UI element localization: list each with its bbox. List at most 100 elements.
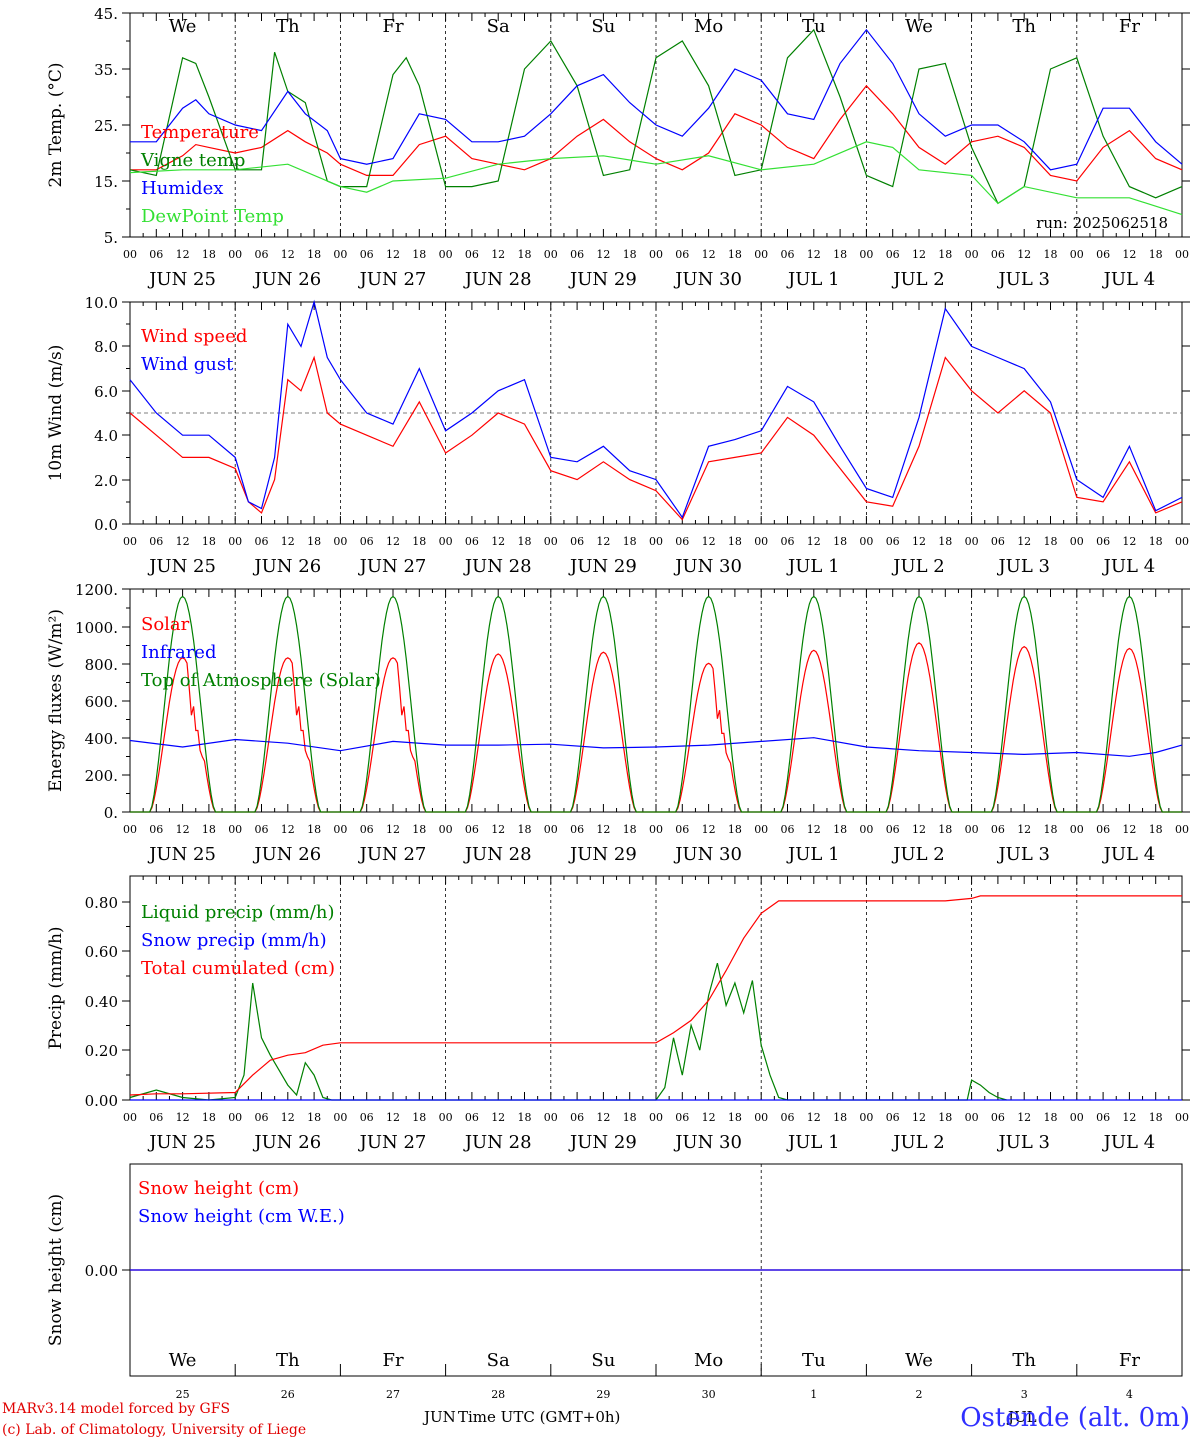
hour-label: 00	[544, 248, 558, 261]
hour-label: 18	[623, 823, 637, 836]
date-label: JUN 26	[252, 269, 321, 290]
hour-label: 12	[596, 535, 610, 548]
hour-label: 12	[596, 823, 610, 836]
series-line-top-of-atmosphere-solar-	[130, 595, 1182, 813]
hour-label: 12	[491, 535, 505, 548]
date-label: JUN 28	[463, 556, 532, 577]
hour-label: 12	[912, 248, 926, 261]
hour-label: 06	[991, 248, 1005, 261]
series-line-wind-speed	[129, 355, 1183, 521]
hour-label: 00	[1070, 823, 1084, 836]
hour-label: 00	[649, 535, 663, 548]
hour-label: 06	[1096, 823, 1110, 836]
hour-label: 06	[360, 1111, 374, 1124]
day-name: We	[905, 1350, 933, 1371]
hour-label: 06	[1096, 248, 1110, 261]
hour-label: 00	[439, 248, 453, 261]
hour-label: 00	[965, 1111, 979, 1124]
month-label-jul: JUL	[1006, 1408, 1037, 1426]
hour-label: 12	[807, 248, 821, 261]
y-tick-label: 8.0	[94, 338, 118, 356]
hour-label: 00	[1070, 1111, 1084, 1124]
hour-label: 18	[623, 248, 637, 261]
hour-label: 06	[360, 248, 374, 261]
hour-label: 18	[938, 823, 952, 836]
date-label: JUL 3	[996, 556, 1050, 577]
lab-credit: (c) Lab. of Climatology, University of L…	[2, 1422, 306, 1438]
hour-label: 12	[1017, 823, 1031, 836]
hour-label: 12	[702, 535, 716, 548]
day-name: Sa	[487, 16, 510, 37]
y-tick-label: 0.60	[85, 943, 118, 961]
y-tick-label: 4.0	[94, 427, 118, 445]
hour-label: 12	[281, 823, 295, 836]
hour-label: 12	[1017, 535, 1031, 548]
hour-label: 06	[255, 535, 269, 548]
y-tick-label: 0.	[104, 804, 118, 822]
hour-label: 00	[754, 823, 768, 836]
day-name: Tu	[802, 1350, 826, 1371]
legend-entry: Vigne temp	[140, 150, 245, 171]
hour-label: 18	[728, 535, 742, 548]
hour-label: 06	[675, 1111, 689, 1124]
panel-4: 0.80 0.60 0.40 0.20 0.00 Precip (mm/h) 00 06 12 1…	[46, 875, 1190, 1153]
date-label: JUL 3	[996, 1132, 1050, 1153]
panel-1: 45. 35. 25. 15. 5. 2m Temp. (°C) 00 06 12 18 00 06 1…	[46, 5, 1190, 290]
hour-label: 18	[833, 1111, 847, 1124]
hour-label: 12	[386, 248, 400, 261]
hour-label: 06	[255, 1111, 269, 1124]
legend-entry: DewPoint Temp	[141, 206, 284, 227]
date-label: JUN 28	[463, 1132, 532, 1153]
y-axis-label: Energy fluxes (W/m²)	[46, 609, 66, 792]
y-tick-label: 2.0	[94, 472, 118, 490]
hour-label: 12	[491, 1111, 505, 1124]
date-label: JUL 2	[891, 1132, 945, 1153]
day-name: Th	[276, 1350, 300, 1371]
hour-label: 18	[623, 1111, 637, 1124]
hour-label: 06	[360, 535, 374, 548]
hour-label: 12	[702, 823, 716, 836]
hour-label: 00	[1070, 535, 1084, 548]
legend-entry: Snow height (cm)	[138, 1178, 299, 1199]
hour-label: 18	[518, 535, 532, 548]
hour-label: 00	[1175, 823, 1189, 836]
hour-label: 00	[859, 823, 873, 836]
legend-entry: Top of Atmosphere (Solar)	[141, 670, 381, 691]
hour-label: 12	[176, 823, 190, 836]
date-label: JUL 1	[786, 269, 840, 290]
hour-label: 12	[702, 1111, 716, 1124]
station-title: Ostende (alt. 0m)	[960, 1403, 1190, 1433]
date-label: JUL 1	[786, 844, 840, 865]
day-number: 1	[810, 1388, 817, 1401]
hour-label: 06	[886, 248, 900, 261]
hour-label: 00	[228, 1111, 242, 1124]
date-label: JUN 30	[673, 556, 742, 577]
day-name: Su	[591, 1350, 615, 1371]
hour-label: 18	[412, 1111, 426, 1124]
hour-label: 12	[596, 248, 610, 261]
day-number: 26	[281, 1388, 295, 1401]
hour-label: 00	[123, 823, 137, 836]
hour-label: 18	[1149, 823, 1163, 836]
hour-label: 00	[754, 535, 768, 548]
hour-label: 18	[307, 248, 321, 261]
y-tick-label: 25.	[94, 117, 118, 135]
day-name: Mo	[694, 16, 723, 37]
hour-label: 12	[912, 535, 926, 548]
date-label: JUN 26	[252, 844, 321, 865]
hour-label: 06	[675, 248, 689, 261]
hour-label: 18	[1044, 1111, 1058, 1124]
date-label: JUN 29	[568, 556, 637, 577]
date-label: JUN 26	[252, 556, 321, 577]
y-tick-label: 35.	[94, 61, 118, 79]
hour-label: 18	[307, 535, 321, 548]
hour-label: 12	[176, 248, 190, 261]
day-name: Fr	[1119, 16, 1140, 37]
hour-label: 06	[781, 823, 795, 836]
day-name: We	[905, 16, 933, 37]
day-name: Fr	[382, 16, 403, 37]
hour-label: 12	[176, 1111, 190, 1124]
y-tick-label: 800.	[85, 656, 118, 674]
date-label: JUL 1	[786, 1132, 840, 1153]
hour-label: 18	[938, 1111, 952, 1124]
